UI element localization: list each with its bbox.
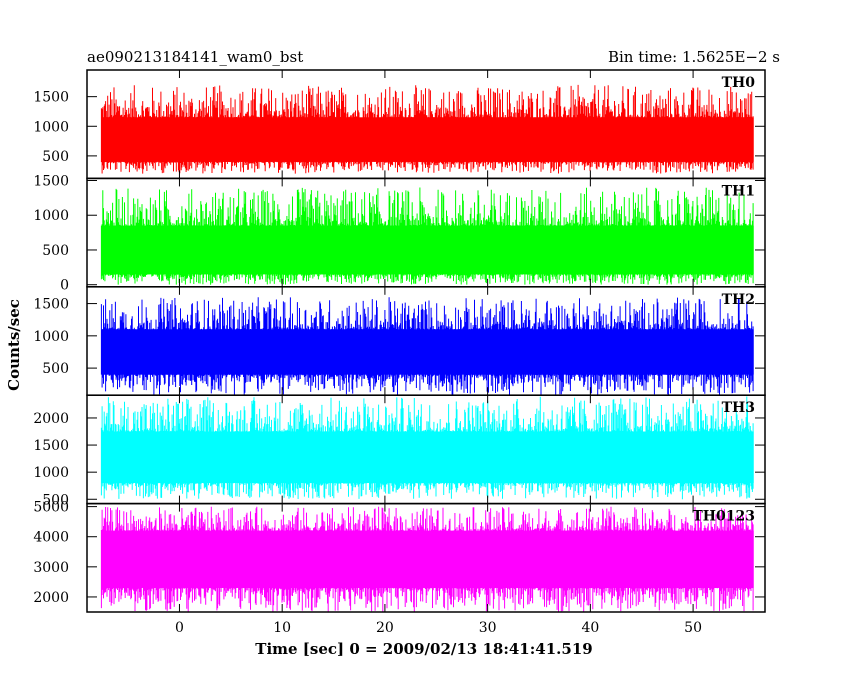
x-tick-label: 50 [684, 620, 702, 636]
series-line-th3 [100, 396, 754, 500]
y-tick-label: 0 [60, 278, 69, 294]
header-left: ae090213184141_wam0_bst [87, 48, 303, 66]
y-tick-label: 500 [42, 149, 69, 165]
x-tick-label: 10 [273, 620, 291, 636]
series-line-th2 [100, 297, 754, 396]
panel-th3: 500 1000 1500 2000 TH3 [33, 394, 766, 508]
x-tick-label: 20 [376, 620, 394, 636]
y-tick-label: 1500 [33, 90, 69, 106]
y-tick-label: 1000 [33, 208, 69, 224]
y-tick-label: 1500 [33, 438, 69, 454]
y-tick-label: 2000 [33, 411, 69, 427]
x-tick-label: 40 [581, 620, 599, 636]
y-tick-label: 1000 [33, 465, 69, 481]
x-tick-label: 0 [175, 620, 184, 636]
panel-label-th0: TH0 [722, 75, 756, 91]
y-axis-title: Counts/sec [5, 299, 23, 391]
y-tick-label: 4000 [33, 530, 69, 546]
series-line-th0123 [100, 506, 754, 612]
y-tick-label: 2000 [33, 590, 69, 606]
header-right: Bin time: 1.5625E−2 s [608, 48, 780, 66]
y-tick-label: 1500 [33, 297, 69, 313]
panel-label-th3: TH3 [722, 400, 755, 416]
y-tick-label: 500 [42, 243, 69, 259]
panel-frame [86, 502, 766, 613]
panels: 500 1000 1500 TH0 0 500 1000 1500 TH1 500 1000 1500… [33, 69, 766, 613]
y-tick-label: 1000 [33, 119, 69, 135]
panel-label-th1: TH1 [722, 183, 755, 199]
y-tick-label: 500 [42, 492, 69, 508]
panel-label-th0123: TH0123 [692, 509, 755, 525]
y-tick-label: 500 [42, 361, 69, 377]
panel-th0: 500 1000 1500 TH0 [33, 69, 766, 180]
panel-th0123: 2000 3000 4000 5000 TH0123 [33, 500, 766, 613]
y-tick-label: 1000 [33, 329, 69, 345]
y-tick-label: 3000 [33, 560, 69, 576]
series-line-th1 [100, 187, 754, 285]
series-line-th0 [100, 84, 754, 174]
y-tick-label: 1500 [33, 173, 69, 189]
y-tick-label: 5000 [33, 500, 69, 516]
x-tick-label: 30 [479, 620, 497, 636]
x-axis-ticks: 0 10 20 30 40 50 [175, 620, 702, 636]
panel-th1: 0 500 1000 1500 TH1 [33, 173, 766, 294]
x-axis-title: Time [sec] 0 = 2009/02/13 18:41:41.519 [255, 640, 592, 658]
panel-label-th2: TH2 [722, 292, 755, 308]
panel-th2: 500 1000 1500 TH2 [33, 286, 766, 396]
